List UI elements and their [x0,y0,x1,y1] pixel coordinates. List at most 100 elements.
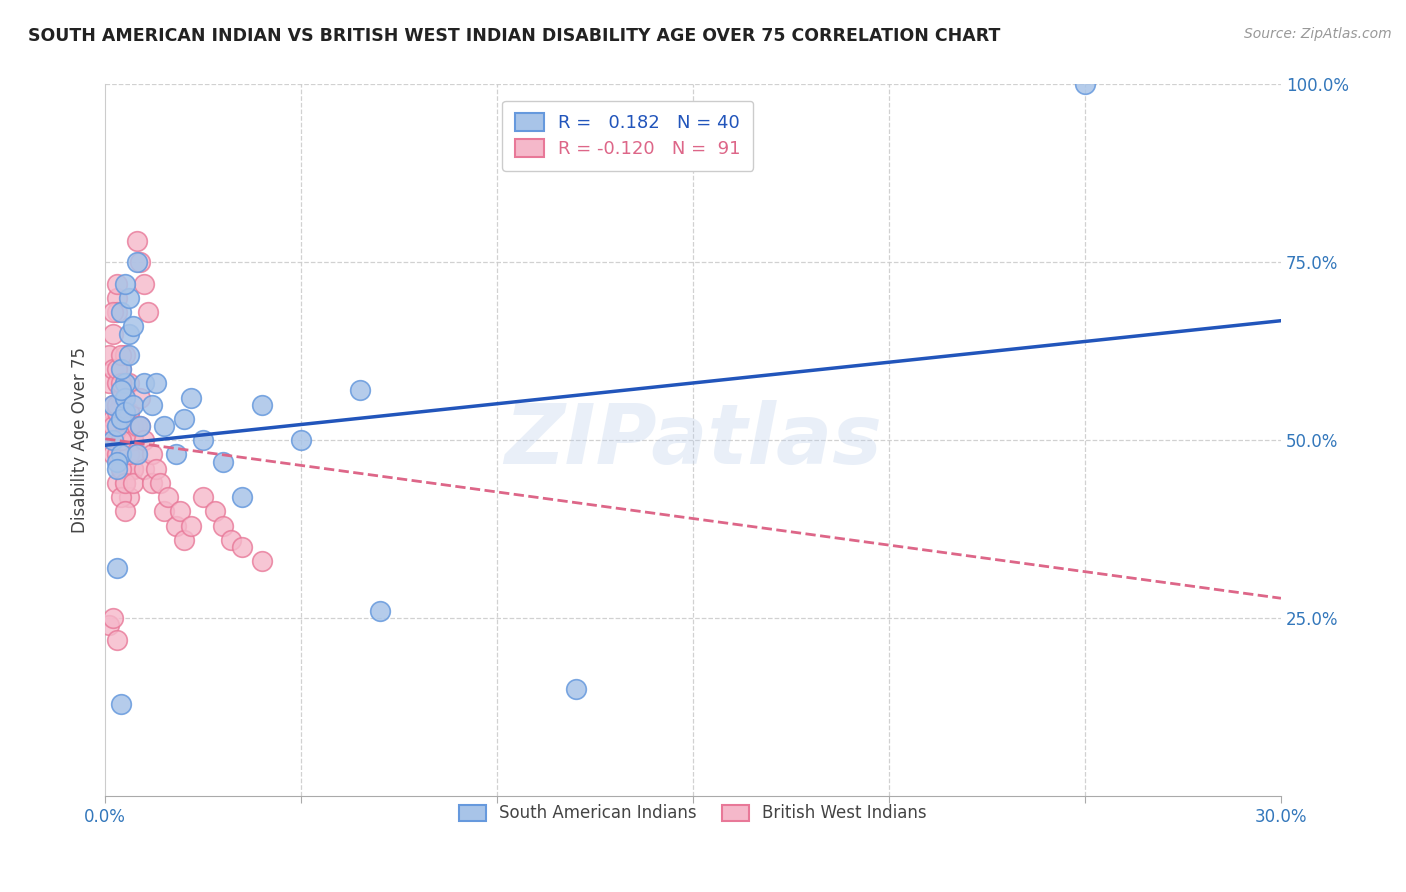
Point [105,305,128,319]
Point [110,434,132,448]
Point [105,376,128,391]
Point [98,376,121,391]
Point [290,434,312,448]
Point [121,461,143,475]
Point [98,618,121,632]
Point [110,362,132,376]
Point [114,391,136,405]
Point [121,475,143,490]
Point [118,419,141,434]
Point [118,291,141,305]
Point [118,448,141,462]
Point [114,376,136,391]
Point [105,475,128,490]
Point [118,405,141,419]
Point [105,448,128,462]
Point [98,348,121,362]
Point [105,632,128,647]
Point [118,461,141,475]
Point [114,376,136,391]
Point [105,561,128,575]
Point [101,434,124,448]
Point [105,277,128,291]
Point [121,419,143,434]
Point [134,376,156,391]
Point [118,434,141,448]
Point [105,461,128,475]
Point [118,376,141,391]
Point [118,348,141,362]
Point [114,348,136,362]
Point [121,398,143,412]
Point [121,434,143,448]
Point [134,277,156,291]
Point [219,533,242,547]
Point [125,448,148,462]
Legend: South American Indians, British West Indians: South American Indians, British West Ind… [447,793,938,834]
Point [110,405,132,419]
Point [121,448,143,462]
Point [180,518,202,533]
Point [114,475,136,490]
Point [211,518,233,533]
Point [110,362,132,376]
Point [173,412,195,426]
Point [101,434,124,448]
Point [121,461,143,475]
Point [564,682,586,697]
Point [204,504,226,518]
Point [121,319,143,334]
Point [129,419,152,434]
Point [1074,78,1097,92]
Point [141,398,163,412]
Point [114,419,136,434]
Point [105,398,128,412]
Point [136,305,159,319]
Point [101,448,124,462]
Point [129,419,152,434]
Point [114,405,136,419]
Point [125,448,148,462]
Point [114,391,136,405]
Point [101,419,124,434]
Text: SOUTH AMERICAN INDIAN VS BRITISH WEST INDIAN DISABILITY AGE OVER 75 CORRELATION : SOUTH AMERICAN INDIAN VS BRITISH WEST IN… [28,27,1001,45]
Point [134,461,156,475]
Point [129,391,152,405]
Text: Source: ZipAtlas.com: Source: ZipAtlas.com [1244,27,1392,41]
Point [110,490,132,504]
Point [231,490,253,504]
Point [165,518,187,533]
Point [114,419,136,434]
Point [211,455,233,469]
Point [250,398,273,412]
Point [105,291,128,305]
Point [110,384,132,398]
Point [173,533,195,547]
Point [110,305,132,319]
Point [118,490,141,504]
Point [110,448,132,462]
Point [129,255,152,269]
Point [134,434,156,448]
Point [114,448,136,462]
Point [114,475,136,490]
Point [250,554,273,568]
Point [101,326,124,341]
Point [101,398,124,412]
Point [105,419,128,434]
Point [125,234,148,248]
Point [105,448,128,462]
Point [368,604,391,618]
Point [118,448,141,462]
Point [105,455,128,469]
Point [110,434,132,448]
Point [114,391,136,405]
Point [110,461,132,475]
Point [101,305,124,319]
Point [110,461,132,475]
Point [110,391,132,405]
Point [105,434,128,448]
Point [101,412,124,426]
Point [349,384,371,398]
Point [125,255,148,269]
